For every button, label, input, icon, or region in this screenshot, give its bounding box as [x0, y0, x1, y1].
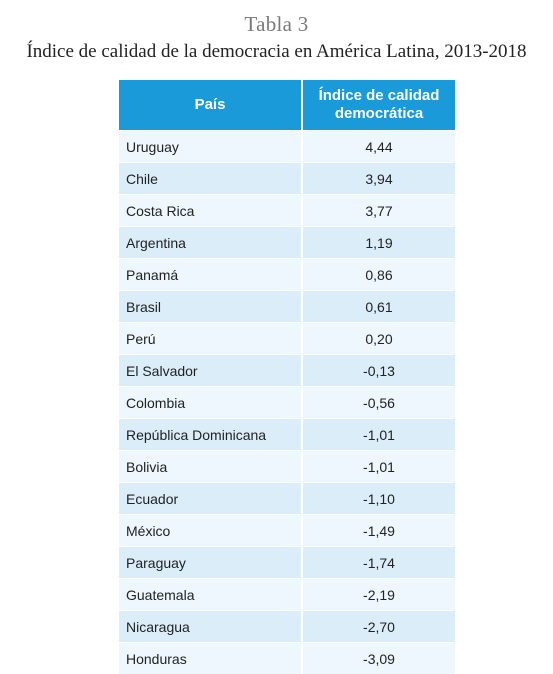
- table-row: Honduras-3,09: [119, 643, 455, 674]
- country-cell: Colombia: [119, 387, 302, 419]
- column-header-pais: País: [119, 80, 302, 131]
- country-cell: Bolivia: [119, 451, 302, 483]
- country-cell: Guatemala: [119, 579, 302, 611]
- index-value-cell: 0,20: [302, 323, 455, 355]
- country-cell: Costa Rica: [119, 195, 302, 227]
- index-value-cell: -1,10: [302, 483, 455, 515]
- country-cell: República Dominicana: [119, 419, 302, 451]
- table-header: País Índice de calidad democrática: [119, 80, 455, 131]
- index-value-cell: 3,77: [302, 195, 455, 227]
- country-cell: Chile: [119, 163, 302, 195]
- index-value-cell: -0,13: [302, 355, 455, 387]
- index-value-cell: -1,01: [302, 451, 455, 483]
- country-cell: Honduras: [119, 643, 302, 674]
- index-value-cell: -3,09: [302, 643, 455, 674]
- table-number-label: Tabla 3: [0, 12, 553, 37]
- table-row: República Dominicana-1,01: [119, 419, 455, 451]
- country-cell: Uruguay: [119, 131, 302, 163]
- index-value-cell: -1,01: [302, 419, 455, 451]
- index-value-cell: 0,86: [302, 259, 455, 291]
- table-row: Ecuador-1,10: [119, 483, 455, 515]
- index-value-cell: 3,94: [302, 163, 455, 195]
- index-value-cell: 1,19: [302, 227, 455, 259]
- country-cell: Argentina: [119, 227, 302, 259]
- column-header-indice: Índice de calidad democrática: [302, 80, 455, 131]
- index-value-cell: -1,49: [302, 515, 455, 547]
- index-value-cell: -2,70: [302, 611, 455, 643]
- index-value-cell: 0,61: [302, 291, 455, 323]
- index-value-cell: -1,74: [302, 547, 455, 579]
- index-value-cell: 4,44: [302, 131, 455, 163]
- country-cell: Perú: [119, 323, 302, 355]
- index-value-cell: -2,19: [302, 579, 455, 611]
- country-cell: Brasil: [119, 291, 302, 323]
- header-row: País Índice de calidad democrática: [119, 80, 455, 131]
- country-cell: México: [119, 515, 302, 547]
- country-cell: El Salvador: [119, 355, 302, 387]
- table-row: Colombia-0,56: [119, 387, 455, 419]
- country-cell: Paraguay: [119, 547, 302, 579]
- index-value-cell: -0,56: [302, 387, 455, 419]
- democracy-quality-table: País Índice de calidad democrática Urugu…: [119, 80, 455, 674]
- country-cell: Ecuador: [119, 483, 302, 515]
- country-cell: Nicaragua: [119, 611, 302, 643]
- table-title: Índice de calidad de la democracia en Am…: [0, 41, 553, 63]
- table-row: México-1,49: [119, 515, 455, 547]
- table-row: Nicaragua-2,70: [119, 611, 455, 643]
- table-row: Bolivia-1,01: [119, 451, 455, 483]
- table-row: Guatemala-2,19: [119, 579, 455, 611]
- country-cell: Panamá: [119, 259, 302, 291]
- table-row: Paraguay-1,74: [119, 547, 455, 579]
- table-row: El Salvador-0,13: [119, 355, 455, 387]
